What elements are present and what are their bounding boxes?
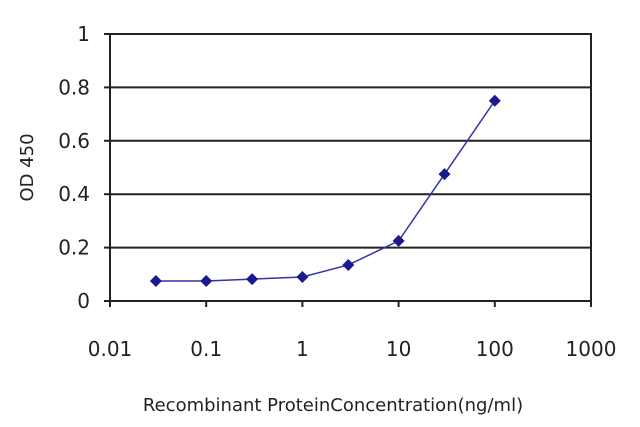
x-tick-labels: 0.01 0.1 1 10 100 1000 [88, 337, 617, 361]
series-line [155, 100, 496, 282]
y-tick-label: 0 [77, 289, 90, 313]
y-tick-label: 0.8 [58, 75, 90, 99]
gridlines [110, 86, 591, 249]
data-point-marker [200, 274, 213, 287]
data-point-marker [438, 168, 451, 181]
data-point-marker [342, 258, 355, 271]
x-tick-label: 1000 [566, 337, 617, 361]
x-tick-label: 100 [476, 337, 514, 361]
data-point-marker [149, 274, 162, 287]
y-tick-label: 0.2 [58, 236, 90, 260]
plot-area-frame [109, 33, 592, 302]
x-tick-label: 1 [296, 337, 309, 361]
y-tick-label: 0.6 [58, 129, 90, 153]
y-tick-marks [104, 33, 110, 302]
y-axis-title: OD 450 [17, 133, 38, 201]
y-tick-labels: 0 0.2 0.4 0.6 0.8 1 [58, 22, 90, 313]
data-point-marker [296, 270, 309, 283]
data-point-marker [488, 94, 501, 107]
y-tick-label: 1 [77, 22, 90, 46]
data-series [149, 94, 501, 287]
data-point-marker [246, 273, 259, 286]
data-point-marker [392, 234, 405, 247]
x-tick-marks [109, 301, 592, 307]
x-tick-label: 10 [386, 337, 411, 361]
y-tick-label: 0.4 [58, 182, 90, 206]
x-tick-label: 0.01 [88, 337, 133, 361]
x-tick-label: 0.1 [190, 337, 222, 361]
x-axis-title: Recombinant ProteinConcentration(ng/ml) [143, 395, 523, 416]
